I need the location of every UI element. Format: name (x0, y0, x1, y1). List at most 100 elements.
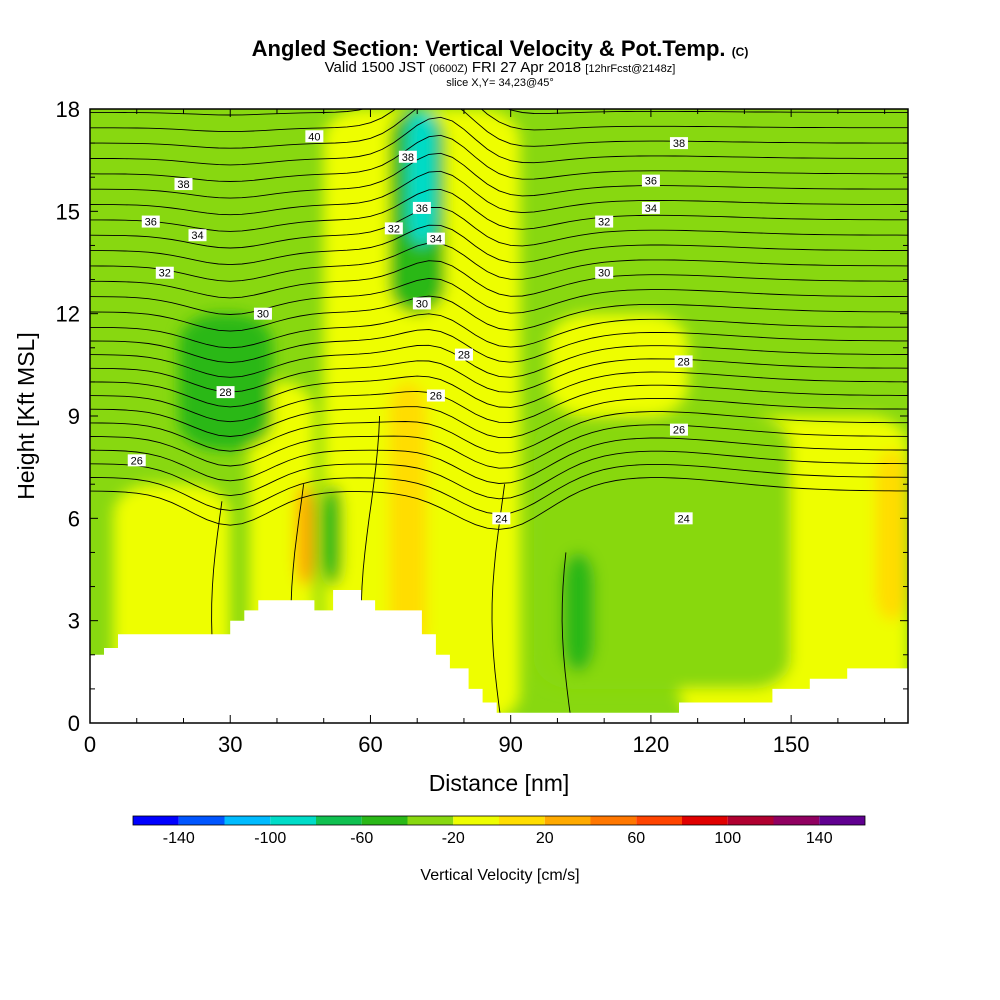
contour-label-text: 38 (177, 179, 189, 191)
pot-temp-contour-line (90, 411, 908, 454)
colorbar-swatch (636, 816, 682, 825)
contour-label-text: 36 (645, 176, 657, 188)
contour-label-text: 32 (159, 268, 171, 280)
contour-label: 34 (188, 229, 207, 242)
terrain (90, 590, 908, 723)
pot-temp-contour-line (90, 134, 908, 182)
chart-title-main: Angled Section: Vertical Velocity & Pot.… (251, 36, 726, 61)
velocity-region (562, 552, 595, 672)
pot-temp-contour-line (90, 424, 908, 469)
pot-temp-contour-line (90, 344, 908, 378)
y-tick-label: 12 (56, 302, 80, 327)
colorbar-swatch (544, 816, 591, 825)
colorbar-swatch (499, 816, 545, 825)
colorbar-tick-label: -100 (254, 830, 286, 847)
x-tick-label: 90 (498, 732, 522, 757)
contour-label: 28 (674, 355, 693, 368)
axes: 0 30 60 90 120 150 0 36 9 12 15 18 (56, 97, 908, 757)
colorbar-tick-label: 100 (714, 830, 741, 847)
contour-label-text: 32 (598, 217, 610, 229)
contour-label-text: 28 (678, 356, 690, 368)
velocity-region (389, 381, 427, 655)
pot-temp-contour-line (90, 27, 908, 82)
colorbar-swatch (178, 816, 225, 825)
y-tick-label: 0 (68, 711, 80, 736)
colorbar-swatch (224, 816, 271, 825)
slice-info: slice X,Y= 34,23@45° (446, 77, 554, 89)
y-tick-label: 9 (68, 404, 80, 429)
x-axis-title: Distance [nm] (429, 770, 570, 796)
pot-temp-contour-line (90, 371, 908, 408)
contour-label: 26 (669, 423, 688, 437)
contour-label-text: 28 (219, 387, 231, 399)
x-tick-label: 0 (84, 732, 96, 757)
contour-label-text: 36 (416, 203, 428, 215)
terrain-layer (90, 590, 908, 723)
colorbar-tick-label: -20 (442, 830, 465, 847)
pot-temp-contour-line (90, 224, 908, 266)
contour-label-text: 36 (145, 217, 157, 229)
colorbar-swatch (727, 816, 774, 825)
contour-label: 30 (412, 297, 431, 310)
colorbar-swatch (316, 816, 362, 825)
pot-temp-contour-line (561, 552, 572, 723)
contour-label-text: 28 (458, 350, 470, 362)
pot-temp-contour-line (90, 109, 908, 149)
contour-label-text: 24 (678, 513, 690, 525)
contour-label-text: 32 (388, 223, 400, 235)
pot-temp-contour-line (90, 397, 908, 439)
pot-temp-contour-line (90, 116, 908, 166)
valid-date: FRI 27 Apr 2018 (471, 59, 582, 76)
contour-label: 38 (398, 150, 417, 164)
contour-label-text: 30 (598, 268, 610, 280)
pot-temp-contour-line (90, 45, 908, 98)
contour-label: 34 (426, 232, 445, 246)
pot-temp-contour-line (90, 170, 908, 216)
colorbar-swatch (361, 816, 408, 825)
contour-layer (90, 27, 908, 723)
y-tick-label: 18 (56, 97, 80, 122)
contour-label-layer: 24 24 26 26 26 28 28 28 30 30 30 32 32 32 34 34 34 36 36 36… (127, 130, 693, 525)
contour-label: 32 (595, 215, 614, 229)
pot-temp-contour-line (90, 152, 908, 199)
pot-temp-contour-line (90, 384, 908, 423)
contour-label: 26 (127, 454, 146, 467)
contour-label: 38 (174, 178, 193, 191)
contour-label-text: 34 (645, 203, 657, 215)
contour-label-text: 30 (416, 298, 428, 310)
chart-title: Angled Section: Vertical Velocity & Pot.… (0, 36, 1000, 62)
contour-label-text: 38 (402, 152, 414, 164)
contour-label-text: 30 (257, 309, 269, 321)
colorbar: -140 -100 -60 -20 20 60 100 140 (132, 815, 866, 847)
colorbar-swatch (819, 816, 865, 825)
contour-label: 36 (641, 174, 660, 188)
y-tick-label: 15 (56, 199, 80, 224)
contour-label: 40 (305, 130, 324, 143)
x-tick-label: 60 (358, 732, 382, 757)
colorbar-swatch (773, 816, 820, 825)
velocity-region (323, 484, 343, 587)
contour-label-text: 38 (673, 138, 685, 150)
x-tick-label: 120 (633, 732, 670, 757)
contour-label: 32 (384, 222, 403, 235)
colorbar-tick-label: 20 (536, 830, 554, 847)
velocity-region (875, 450, 908, 621)
pot-temp-contour-line (90, 109, 908, 133)
chart-title-unit: (C) (731, 45, 749, 59)
colorbar-swatch (270, 816, 316, 825)
contour-label: 30 (253, 307, 272, 321)
contour-label: 30 (595, 266, 614, 280)
colorbar-swatch (453, 816, 499, 825)
contour-label: 24 (674, 512, 693, 525)
contour-label-text: 26 (673, 425, 685, 437)
contour-label: 26 (426, 389, 445, 403)
y-tick-label: 3 (68, 609, 80, 634)
contour-label-text: 26 (430, 391, 442, 403)
colorbar-title: Vertical Velocity [cm/s] (420, 867, 579, 884)
contour-label: 34 (641, 201, 660, 215)
x-tick-label: 30 (218, 732, 242, 757)
pot-temp-contour-line (90, 242, 908, 282)
colorbar-tick-label: -140 (163, 830, 195, 847)
plot-area (90, 109, 908, 723)
x-tick-label: 150 (773, 732, 810, 757)
